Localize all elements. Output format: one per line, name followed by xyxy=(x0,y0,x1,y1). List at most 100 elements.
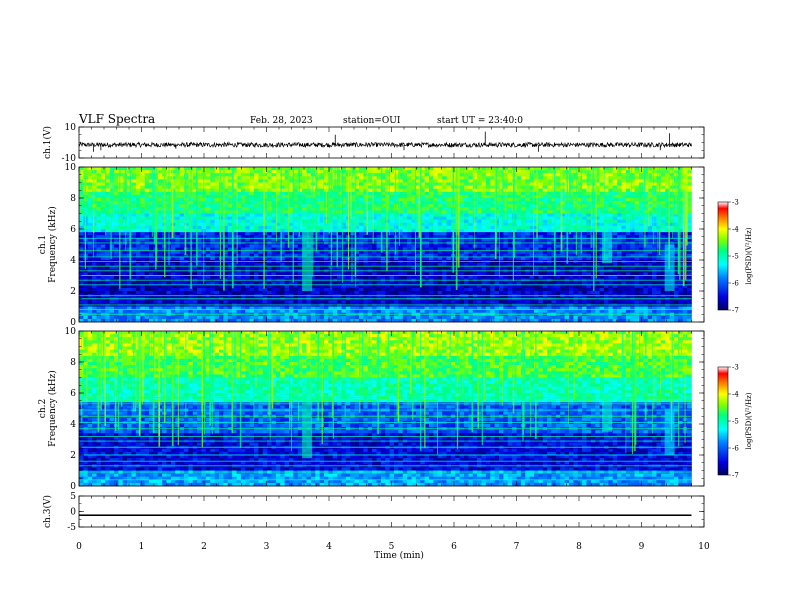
spectrogram-ch2-streak xyxy=(268,331,269,393)
colorbar-ch1-tick: -7 xyxy=(732,307,739,315)
spectrogram-ch2-streak xyxy=(482,331,483,445)
spectrogram-ch1-streak xyxy=(686,167,688,245)
figure-title: VLF Spectra xyxy=(78,112,155,126)
spectrogram-ch2-streak xyxy=(502,331,503,406)
spectrogram-ch1-streak xyxy=(561,167,563,252)
spectrogram-ch1-ytick: 2 xyxy=(70,287,76,297)
waveform-ch3-ytick: 5 xyxy=(70,492,76,502)
spectrogram-ch1-streak xyxy=(581,167,582,254)
waveform-ch3-panel: 50-5ch.3(V) xyxy=(42,492,704,533)
spectrogram-ch1-streak xyxy=(567,167,569,264)
spectrogram-ch2-streak xyxy=(645,331,647,420)
spectrogram-ch1-streak xyxy=(657,167,658,253)
spectrogram-ch1-streak xyxy=(475,167,476,249)
spectrogram-ch2-streak xyxy=(522,331,523,442)
spectrogram-ch2-streak xyxy=(224,331,225,381)
spectrogram-ch1-streak xyxy=(80,167,81,216)
spectrogram-ch2-streak xyxy=(135,331,136,411)
x-tick-label: 8 xyxy=(576,542,582,552)
spectrogram-ch1-streak xyxy=(93,167,94,233)
spectrogram-ch1-streak xyxy=(499,167,500,277)
spectrogram-ch1-streak xyxy=(281,167,282,261)
spectrogram-ch2-streak xyxy=(289,331,290,430)
spectrogram-ch2-streak xyxy=(98,331,100,432)
spectrogram-ch2-streak xyxy=(148,331,149,395)
spectrogram-ch2-streak xyxy=(153,331,155,433)
spectrogram-ch2-streak xyxy=(457,331,458,449)
spectrogram-ch1-streak xyxy=(164,167,166,277)
spectrogram-ch2-streak xyxy=(139,331,140,434)
spectrogram-ch2-streak xyxy=(464,331,466,379)
spectrogram-ch1-streak xyxy=(342,167,343,283)
spectrogram-ch2-streak xyxy=(500,331,501,378)
spectrogram-ch2-streak xyxy=(332,331,333,418)
x-tick-label: 4 xyxy=(326,542,332,552)
spectrogram-ch2-streak xyxy=(103,331,105,379)
x-axis-label: Time (min) xyxy=(374,550,424,561)
spectrogram-ch2-streak xyxy=(478,331,480,428)
spectrogram-ch2-streak xyxy=(513,331,515,414)
spectrogram-ch2-streak xyxy=(412,331,413,420)
spectrogram-ch2-streak xyxy=(122,331,123,389)
colorbar-ch2-tick: -6 xyxy=(732,445,739,453)
spectrogram-ch1-streak xyxy=(112,167,114,221)
spectrogram-ch2-streak xyxy=(420,331,421,451)
spectrogram-ch2-streak xyxy=(234,331,236,385)
x-tick-label: 10 xyxy=(698,542,710,552)
waveform-ch3-ylabel: ch.3(V) xyxy=(42,495,53,528)
spectrogram-ch2-streak xyxy=(291,331,292,451)
spectrogram-ch2-streak xyxy=(397,331,398,416)
spectrogram-ch1-streak xyxy=(389,167,390,235)
spectrogram-ch1-streak xyxy=(276,167,277,242)
spectrogram-ch2-ylabel: ch.2 xyxy=(38,399,48,418)
spectrogram-ch1-streak xyxy=(672,167,673,239)
x-tick-label: 3 xyxy=(264,542,270,552)
spectrogram-ch1-streak xyxy=(110,167,111,259)
spectrogram-ch2-streak xyxy=(101,331,102,411)
colorbar-ch1-tick: -5 xyxy=(732,253,739,261)
spectrogram-ch2-ytick: 10 xyxy=(65,327,77,337)
spectrogram-ch2-streak xyxy=(151,331,152,381)
spectrogram-ch1-streak xyxy=(536,167,538,238)
spectrogram-ch1-streak xyxy=(323,167,324,241)
spectrogram-ch2-streak xyxy=(158,331,160,447)
spectrogram-ch2-streak xyxy=(174,331,175,396)
spectrogram-ch1-streak xyxy=(172,167,174,238)
spectrogram-ch2-streak xyxy=(410,331,412,394)
spectrogram-ch1-streak xyxy=(85,167,86,268)
spectrogram-ch2-streak xyxy=(133,331,135,411)
spectrogram-ch1-streak xyxy=(495,167,497,244)
spectrogram-ch1-ylabel: Frequency (kHz) xyxy=(47,206,58,283)
x-tick-label: 2 xyxy=(201,542,207,552)
spectrogram-ch2-streak xyxy=(342,331,343,384)
spectrogram-ch2-streak xyxy=(635,331,636,445)
spectrogram-ch2-event xyxy=(665,409,675,456)
x-tick-label: 7 xyxy=(514,542,520,552)
spectrogram-ch2-streak xyxy=(201,331,202,413)
spectrogram-ch1-streak xyxy=(352,167,353,283)
spectrogram-ch2-streak xyxy=(369,331,370,380)
spectrogram-ch2-streak xyxy=(660,331,661,396)
spectrogram-ch2-streak xyxy=(272,331,274,409)
spectrogram-ch2-streak xyxy=(639,331,640,381)
spectrogram-ch2-streak xyxy=(678,331,679,447)
spectrogram-ch1-streak xyxy=(232,167,234,288)
spectrogram-ch1-streak xyxy=(591,167,592,248)
spectrogram-ch2-streak xyxy=(118,331,119,430)
spectrogram-ch2-streak xyxy=(681,331,682,394)
colorbar-ch1-gradient xyxy=(718,202,728,310)
spectrogram-ch1-streak xyxy=(326,167,327,223)
colorbar-ch1-label: log(PSD)(V²/Hz) xyxy=(745,227,753,284)
spectrogram-ch2-streak xyxy=(142,331,143,405)
spectrogram-ch2-streak xyxy=(574,331,576,400)
spectrogram-ch2-ytick: 4 xyxy=(70,420,76,430)
spectrogram-ch2-ytick: 0 xyxy=(70,482,76,492)
spectrogram-ch1-streak xyxy=(505,167,506,220)
spectrogram-ch1-event xyxy=(665,245,675,292)
colorbar-ch2-gradient xyxy=(718,367,728,475)
waveform-ch3-ytick: -5 xyxy=(67,523,76,533)
